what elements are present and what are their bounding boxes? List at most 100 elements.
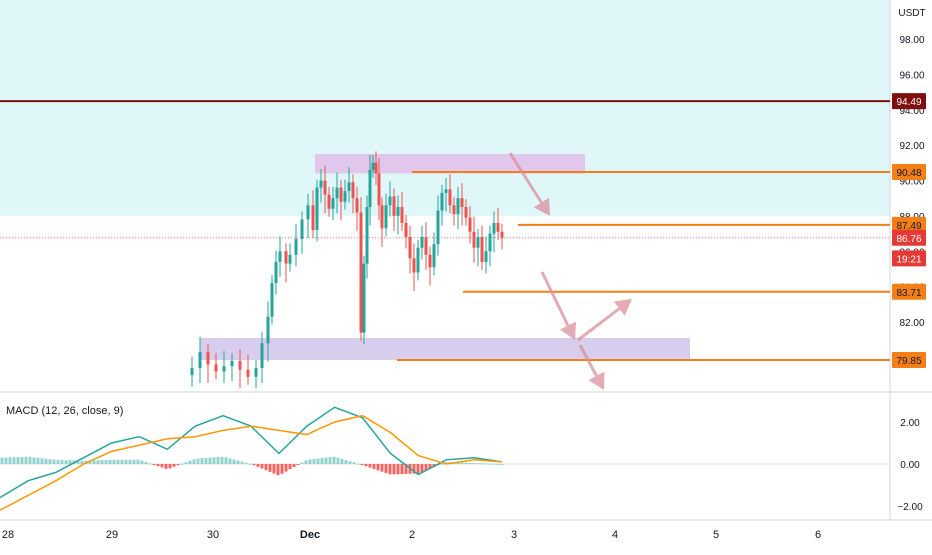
candle-body <box>436 210 440 245</box>
macd-histogram-bar <box>392 464 396 475</box>
candle-body <box>464 207 468 218</box>
macd-histogram-bar <box>304 460 308 464</box>
signal-line <box>0 414 503 511</box>
macd-histogram-bar <box>280 464 284 474</box>
macd-tick-label: −2.00 <box>897 502 923 513</box>
macd-histogram-bar <box>292 464 296 468</box>
candle-body <box>288 254 292 264</box>
macd-histogram-bar <box>204 457 208 464</box>
macd-histogram-bar <box>128 459 132 464</box>
macd-histogram-bar <box>372 464 376 469</box>
macd-histogram-bar <box>296 464 300 465</box>
macd-histogram-bar <box>388 464 392 475</box>
macd-histogram-bar <box>184 462 188 464</box>
macd-pane-background <box>0 392 890 520</box>
macd-histogram-bar <box>464 462 468 464</box>
macd-histogram-bar <box>160 464 164 468</box>
horizontal-levels[interactable] <box>0 100 890 362</box>
macd-histogram-bar <box>360 464 364 465</box>
time-tick-label: 3 <box>511 529 517 541</box>
candle-body <box>472 231 476 248</box>
macd-histogram-bar <box>312 458 316 464</box>
macd-histogram-bar <box>412 464 416 474</box>
macd-histogram-bar <box>92 460 96 464</box>
candle-body <box>294 238 298 255</box>
price-zone[interactable] <box>200 337 690 361</box>
time-axis[interactable]: 28 29 30 Dec 2 3 4 5 6 <box>2 529 821 541</box>
macd-histogram-bar <box>328 457 332 464</box>
macd-title: MACD (12, 26, close, 9) <box>6 405 123 417</box>
macd-histogram-bar <box>496 463 500 465</box>
macd-histogram-bar <box>272 464 276 474</box>
macd-histogram-bar <box>344 460 348 464</box>
macd-histogram-bar <box>36 457 40 464</box>
macd-axis[interactable]: 2.00 0.00 −2.00 <box>897 418 923 513</box>
macd-histogram-bar <box>8 457 12 464</box>
macd-histogram-bar <box>228 458 232 464</box>
candle-body <box>480 237 484 262</box>
price-tag-label: 87.49 <box>896 221 921 232</box>
macd-histogram-bar <box>24 456 28 464</box>
macd-histogram-bar <box>212 457 216 464</box>
projection-arrow-shaft <box>540 271 570 327</box>
macd-histogram-bar <box>488 463 492 465</box>
candle-body <box>428 254 432 268</box>
macd-histogram-bar <box>468 462 472 464</box>
macd-histogram-bar <box>16 457 20 464</box>
candle-body <box>388 196 392 206</box>
time-tick-label: 28 <box>2 529 14 541</box>
candle-body <box>371 162 375 170</box>
macd-histogram-bar <box>172 464 176 467</box>
macd-histogram-bar <box>460 462 464 464</box>
macd-histogram-bar <box>148 463 152 465</box>
macd-histogram-bar <box>164 464 168 469</box>
candle-body <box>254 367 258 377</box>
candle-body <box>323 180 327 195</box>
candle-body <box>424 237 428 255</box>
macd-histogram-bar <box>476 463 480 465</box>
macd-histogram-bar <box>440 463 444 465</box>
candle-body <box>492 222 496 234</box>
macd-histogram-bar <box>196 458 200 464</box>
candle-body <box>238 360 242 370</box>
candle-body <box>246 369 250 377</box>
macd-histogram-bar <box>60 460 64 464</box>
time-tick-label: 4 <box>612 529 618 541</box>
candle-body <box>408 237 412 259</box>
macd-histogram-bar <box>76 460 80 464</box>
price-tick-label: 82.00 <box>899 318 924 329</box>
price-zone[interactable] <box>315 153 585 174</box>
macd-histogram-bar <box>260 464 264 469</box>
macd-histogram-bar <box>88 460 92 464</box>
time-tick-label: 30 <box>207 529 219 541</box>
macd-histogram-bar <box>80 460 84 464</box>
macd-histogram-bar <box>232 459 236 464</box>
projection-arrow-shaft <box>577 307 621 342</box>
macd-histogram-bar <box>316 458 320 464</box>
macd-histogram-bar <box>116 459 120 464</box>
price-pane-upper-band <box>0 0 890 216</box>
candle-body <box>384 205 388 229</box>
macd-histogram-bar <box>200 458 204 464</box>
macd-histogram-bar <box>44 458 48 464</box>
projection-arrow-head <box>588 371 605 390</box>
price-tag <box>892 283 926 300</box>
macd-histogram-bar <box>168 464 172 469</box>
candle-body <box>359 212 363 333</box>
time-tick-label: 5 <box>713 529 719 541</box>
candle-body <box>412 258 416 273</box>
macd-histogram-bar <box>144 462 148 464</box>
candle-body <box>416 247 420 273</box>
macd-histogram-bar <box>56 459 60 464</box>
price-tag-label: 83.71 <box>896 288 921 299</box>
candlestick-series <box>190 151 504 389</box>
supply-demand-zones <box>200 153 690 361</box>
price-tick-label: 98.00 <box>899 35 924 46</box>
macd-histogram-bar <box>96 460 100 464</box>
macd-histogram-bar <box>188 460 192 464</box>
candle-body <box>331 198 335 209</box>
price-tag <box>892 229 926 246</box>
macd-histogram-bar <box>180 463 184 465</box>
candle-body <box>306 205 310 220</box>
